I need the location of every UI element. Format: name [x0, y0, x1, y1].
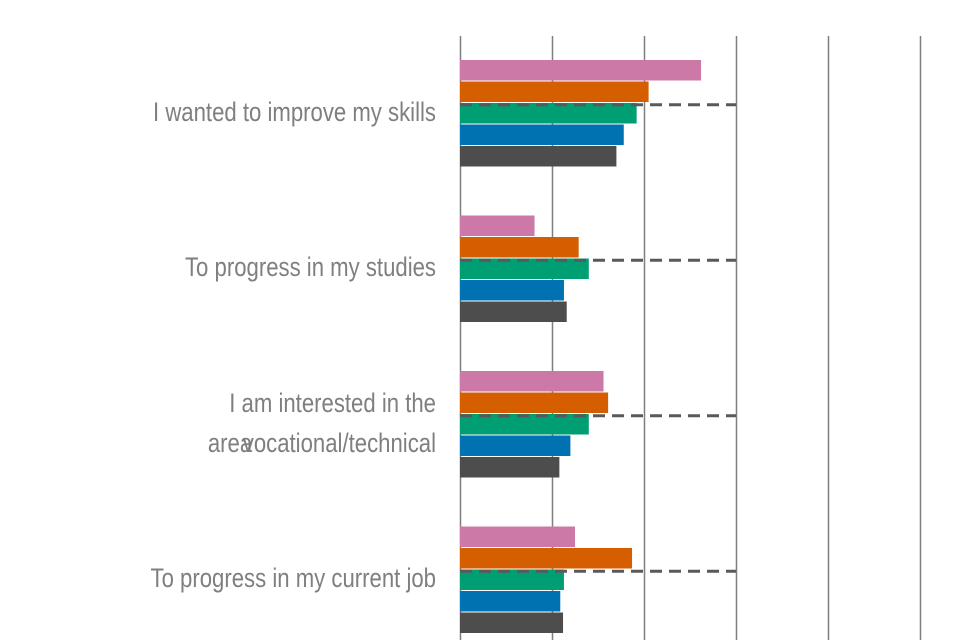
bar	[460, 591, 561, 612]
bar	[460, 258, 589, 279]
bar	[460, 526, 575, 547]
category-label: To progress in my current job	[150, 563, 436, 594]
bar	[460, 612, 564, 633]
bar	[460, 435, 571, 456]
bar	[460, 301, 567, 322]
bar	[460, 280, 564, 301]
category-label: area	[207, 427, 253, 458]
bar	[460, 146, 617, 167]
bar	[460, 124, 624, 145]
bar	[460, 103, 637, 124]
category-label: I am interested in the vocational/techni…	[229, 387, 436, 458]
category-label: I wanted to improve my skills	[153, 96, 436, 127]
bar	[460, 371, 604, 392]
bar	[460, 548, 633, 569]
category-label: To progress in my studies	[184, 252, 436, 283]
bar	[460, 81, 649, 102]
bar	[460, 215, 535, 236]
bars	[460, 60, 702, 633]
bar	[460, 414, 589, 435]
bar	[460, 60, 702, 81]
bar	[460, 392, 609, 413]
bar	[460, 237, 579, 258]
bar	[460, 457, 560, 478]
reference-lines	[460, 103, 736, 573]
bar	[460, 569, 564, 590]
